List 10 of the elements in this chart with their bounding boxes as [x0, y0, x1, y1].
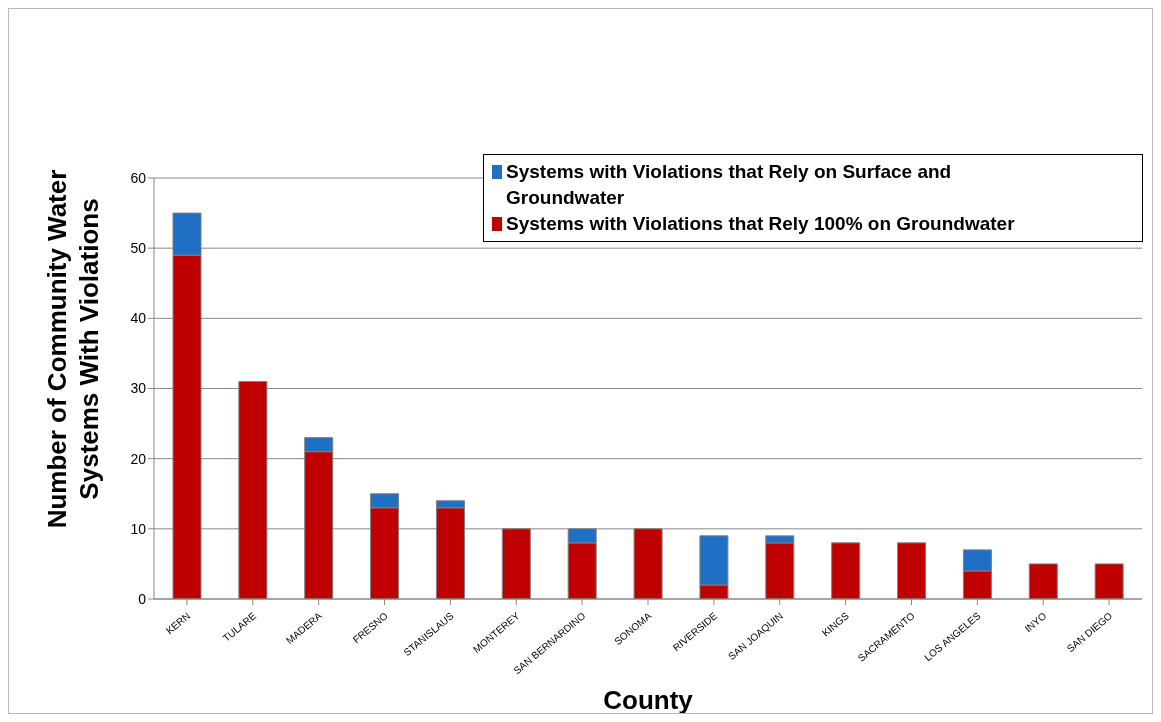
- legend-label: Systems with Violations that Rely 100% on Groundwater: [506, 212, 1015, 236]
- y-tick-label: 0: [138, 590, 147, 607]
- y-tick-label: 10: [130, 520, 147, 537]
- y-tick-label: 20: [130, 450, 147, 467]
- y-axis-title: Number of Community Water Systems With Violations: [42, 169, 104, 529]
- y-tick-label: 30: [130, 380, 147, 397]
- legend-label: Systems with Violations that Rely on Surface and Groundwater: [506, 160, 953, 210]
- y-tick-label: 50: [130, 240, 147, 257]
- y-tick-label: 60: [130, 169, 147, 186]
- y-tick-label: 40: [130, 310, 147, 327]
